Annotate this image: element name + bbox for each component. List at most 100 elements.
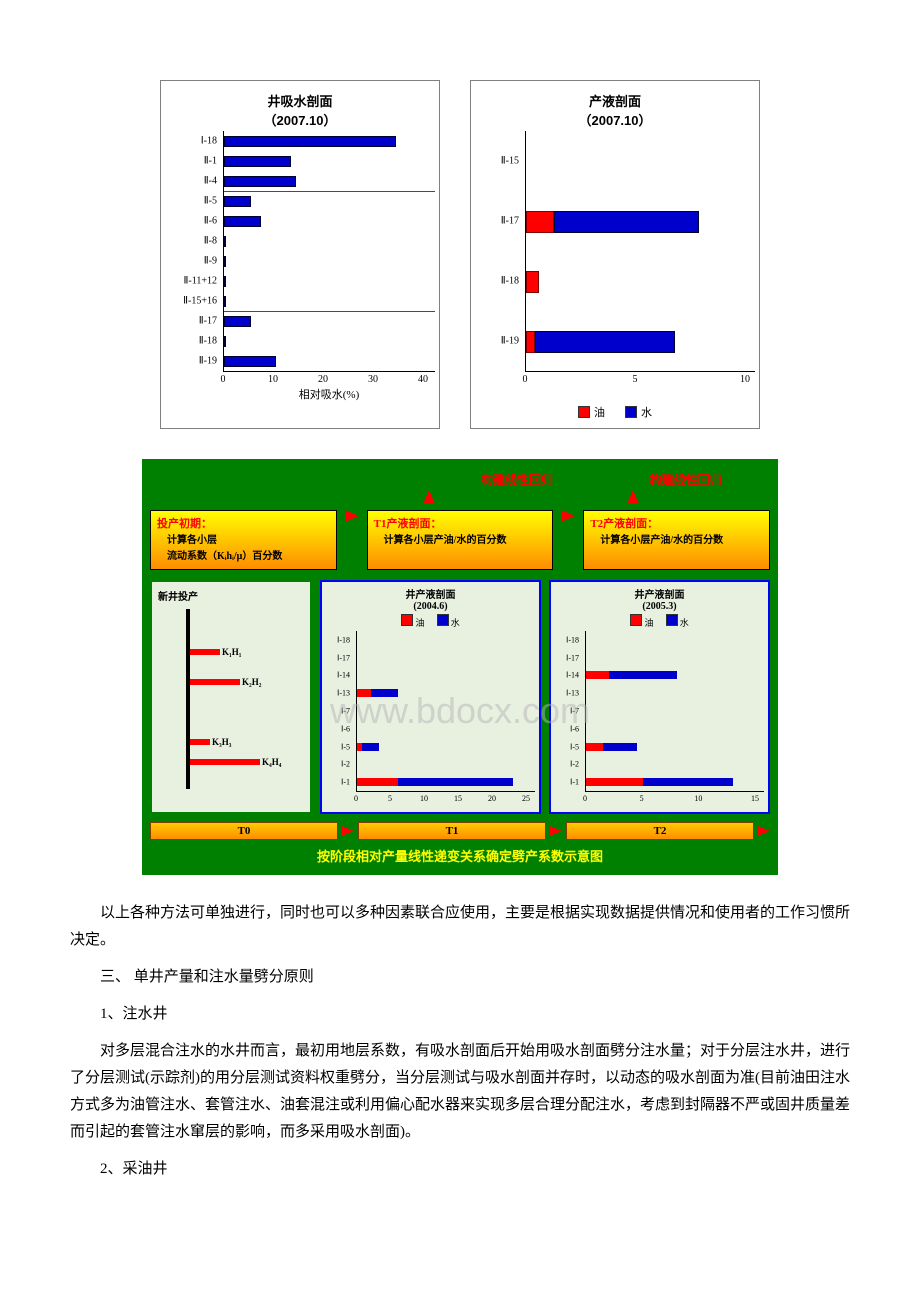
chart1-xtick: 10	[268, 374, 278, 385]
mini-ylabel: Ⅰ-5	[324, 742, 350, 751]
mini-ylabel: Ⅰ-1	[324, 778, 350, 787]
mini-bar	[357, 743, 379, 751]
chart1-ylabel: Ⅱ-19	[165, 356, 217, 367]
mini-bar	[357, 689, 398, 697]
chart2-ylabel: Ⅱ-15	[475, 156, 519, 167]
chart1-bar	[224, 356, 276, 367]
chart1-bar	[224, 156, 291, 167]
right-arrow-icon	[342, 826, 354, 836]
stage2-line0: 计算各小层产油/水的百分数	[590, 533, 763, 549]
panel-2005: 井产液剖面 (2005.3) 油 水 Ⅰ-18Ⅰ-17Ⅰ-14Ⅰ-13Ⅰ-7Ⅰ-…	[549, 580, 770, 814]
mini-ylabel: Ⅰ-13	[324, 689, 350, 698]
right-arrow-icon	[561, 510, 575, 522]
chart1-bar	[224, 236, 226, 247]
chart1-area: Ⅰ-18Ⅱ-1Ⅱ-4Ⅱ-5Ⅱ-6Ⅱ-8Ⅱ-9Ⅱ-11+12Ⅱ-15+16Ⅱ-17…	[165, 131, 435, 372]
time-t2: T2	[566, 822, 754, 840]
stage-row: 投产初期： 计算各小层 流动系数（Kᵢhᵢ/μ）百分数 T1产液剖面： 计算各小…	[150, 510, 770, 570]
chart1-xlabel: 相对吸水(%)	[299, 386, 360, 402]
strata-layer	[190, 679, 240, 685]
chart1-ylabel: Ⅱ-4	[165, 176, 217, 187]
stage0-line1: 流动系数（Kᵢhᵢ/μ）百分数	[157, 549, 330, 565]
mini-ylabel: Ⅰ-7	[324, 707, 350, 716]
paragraph-injection: 对多层混合注水的水井而言，最初用地层系数，有吸水剖面后开始用吸水剖面劈分注水量；…	[70, 1038, 850, 1146]
mini-xtick: 20	[488, 794, 496, 803]
panel0-title: 新井投产	[156, 586, 306, 605]
subsection-2: 2、采油井	[70, 1156, 850, 1183]
panel2-plot	[585, 631, 764, 792]
chart1-ylabel: Ⅱ-8	[165, 236, 217, 247]
chart1-bar	[224, 256, 226, 267]
chart1-xtick: 0	[221, 374, 226, 385]
chart2-bar	[526, 271, 539, 291]
stage1-title: T1产液剖面：	[374, 515, 547, 531]
chart2-xtick: 10	[740, 374, 750, 385]
chart1-ylabel: Ⅱ-17	[165, 316, 217, 327]
chart1-plot	[223, 131, 435, 372]
mini-xtick: 15	[454, 794, 462, 803]
oil-swatch	[578, 406, 590, 418]
chart2-plot	[525, 131, 755, 372]
stage-box-0: 投产初期： 计算各小层 流动系数（Kᵢhᵢ/μ）百分数	[150, 510, 337, 570]
right-arrow-icon	[345, 510, 359, 522]
top-label-1: 构建线性回归	[481, 471, 553, 488]
mini-xtick: 10	[694, 794, 702, 803]
legend-oil-label: 油	[594, 404, 605, 420]
chart1-ylabel: Ⅱ-15+16	[165, 296, 217, 307]
water-absorption-chart: 井吸水剖面 （2007.10） Ⅰ-18Ⅱ-1Ⅱ-4Ⅱ-5Ⅱ-6Ⅱ-8Ⅱ-9Ⅱ-…	[160, 80, 440, 429]
chart1-ylabel: Ⅱ-18	[165, 336, 217, 347]
panel2-xaxis: 051015	[585, 792, 764, 808]
up-arrow-icon	[423, 490, 435, 504]
strata-diagram: K₁H₁K₂H₂K₃H₃K₄H₄	[156, 609, 306, 789]
chart2-ylabel: Ⅱ-17	[475, 216, 519, 227]
chart1-ylabel: Ⅱ-9	[165, 256, 217, 267]
strata-label: K₃H₃	[212, 737, 231, 747]
strata-label: K₁H₁	[222, 647, 241, 657]
section-heading-3: 三、 单井产量和注水量劈分原则	[70, 964, 850, 991]
mini-ylabel: Ⅰ-2	[553, 760, 579, 769]
mini-xtick: 5	[640, 794, 644, 803]
panel-new-well: 新井投产 K₁H₁K₂H₂K₃H₃K₄H₄	[150, 580, 312, 814]
mini-bar	[586, 778, 733, 786]
panel1-legend: 油 水	[326, 614, 535, 629]
p2-legend-oil: 油	[630, 614, 653, 629]
water-swatch	[437, 614, 449, 626]
chart2-bar	[526, 211, 699, 231]
chart1-ylabel: Ⅱ-6	[165, 216, 217, 227]
chart1-xaxis: 相对吸水(%) 010203040	[223, 372, 435, 400]
chart1-xtick: 20	[318, 374, 328, 385]
chart1-redline	[224, 191, 435, 192]
mini-ylabel: Ⅰ-17	[553, 653, 579, 662]
right-arrow-icon	[758, 826, 770, 836]
p1-legend-oil: 油	[401, 614, 424, 629]
chart1-redline	[224, 311, 435, 312]
chart2-ylabel: Ⅱ-18	[475, 276, 519, 287]
panel2-legend: 油 水	[555, 614, 764, 629]
mini-ylabel: Ⅰ-18	[324, 635, 350, 644]
top-label-2: 构建线性回归	[650, 471, 722, 488]
mini-ylabel: Ⅰ-6	[553, 724, 579, 733]
mini-xtick: 10	[420, 794, 428, 803]
stage1-line0: 计算各小层产油/水的百分数	[374, 533, 547, 549]
strata-layer	[190, 739, 210, 745]
mini-xtick: 5	[388, 794, 392, 803]
mini-ylabel: Ⅰ-7	[553, 707, 579, 716]
legend-water-label: 水	[641, 404, 652, 420]
timeline-row: T0 T1 T2	[150, 822, 770, 840]
p2-legend-water: 水	[666, 614, 689, 629]
diagram-top-labels: 构建线性回归 构建线性回归	[150, 467, 770, 490]
oil-swatch	[401, 614, 413, 626]
sub-charts-row: www.bdocx.com 新井投产 K₁H₁K₂H₂K₃H₃K₄H₄ 井产液剖…	[150, 580, 770, 814]
chart1-ylabel: Ⅱ-5	[165, 196, 217, 207]
mini-ylabel: Ⅰ-6	[324, 724, 350, 733]
chart1-bar	[224, 216, 261, 227]
mini-ylabel: Ⅰ-5	[553, 742, 579, 751]
legend-water: 水	[625, 404, 652, 420]
chart1-bar	[224, 176, 296, 187]
water-swatch	[666, 614, 678, 626]
chart2-bar	[526, 331, 675, 351]
mini-ylabel: Ⅰ-2	[324, 760, 350, 769]
chart1-bar	[224, 276, 226, 287]
mini-xtick: 0	[354, 794, 358, 803]
time-t0: T0	[150, 822, 338, 840]
mini-xtick: 0	[583, 794, 587, 803]
